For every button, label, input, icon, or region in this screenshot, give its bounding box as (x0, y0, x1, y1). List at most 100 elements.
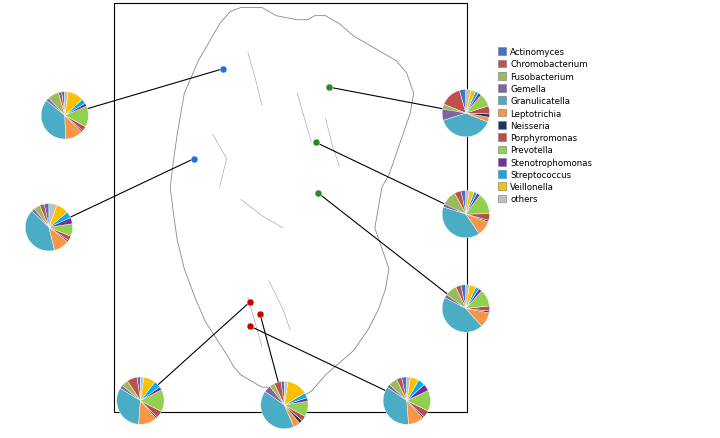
Wedge shape (65, 116, 81, 140)
Wedge shape (49, 224, 73, 237)
Wedge shape (274, 382, 284, 405)
Wedge shape (65, 107, 89, 127)
Legend: Actinomyces, Chromobacterium, Fusobacterium, Gemella, Granulicatella, Leptotrich: Actinomyces, Chromobacterium, Fusobacter… (498, 48, 593, 204)
Wedge shape (446, 287, 466, 309)
Wedge shape (140, 401, 158, 418)
Wedge shape (407, 401, 423, 424)
Wedge shape (442, 298, 482, 332)
Wedge shape (444, 114, 488, 138)
Wedge shape (466, 191, 469, 215)
Wedge shape (442, 110, 466, 121)
Wedge shape (454, 191, 466, 215)
Wedge shape (407, 380, 424, 401)
Wedge shape (49, 205, 67, 228)
Wedge shape (442, 208, 480, 238)
Wedge shape (407, 401, 424, 418)
Wedge shape (49, 228, 68, 251)
Wedge shape (140, 387, 161, 401)
Wedge shape (407, 391, 431, 411)
Wedge shape (466, 306, 490, 311)
Wedge shape (281, 381, 284, 405)
Wedge shape (25, 212, 55, 251)
Wedge shape (466, 92, 478, 114)
Wedge shape (127, 378, 140, 401)
Wedge shape (466, 289, 482, 309)
Wedge shape (466, 286, 476, 309)
Wedge shape (466, 192, 477, 215)
Wedge shape (466, 191, 474, 215)
Wedge shape (466, 96, 488, 114)
Wedge shape (466, 285, 469, 309)
Wedge shape (443, 105, 466, 114)
Wedge shape (466, 215, 489, 223)
Wedge shape (407, 377, 410, 401)
Wedge shape (140, 377, 144, 401)
Wedge shape (466, 309, 490, 313)
Wedge shape (139, 401, 156, 424)
Wedge shape (41, 101, 66, 140)
Wedge shape (140, 401, 161, 417)
Wedge shape (466, 214, 490, 221)
Wedge shape (49, 228, 68, 242)
Wedge shape (122, 381, 140, 401)
Wedge shape (58, 93, 65, 116)
Polygon shape (170, 8, 413, 396)
Wedge shape (32, 209, 49, 228)
Wedge shape (65, 100, 85, 116)
Wedge shape (466, 291, 490, 309)
Wedge shape (46, 99, 65, 116)
Wedge shape (445, 295, 466, 309)
Wedge shape (284, 382, 305, 405)
Wedge shape (284, 381, 288, 405)
Wedge shape (49, 228, 71, 241)
Wedge shape (284, 405, 300, 427)
Wedge shape (407, 401, 428, 417)
Wedge shape (466, 106, 490, 115)
Wedge shape (65, 104, 86, 116)
Wedge shape (117, 389, 140, 424)
Wedge shape (466, 215, 488, 234)
Wedge shape (40, 205, 49, 228)
Wedge shape (407, 385, 428, 401)
Wedge shape (49, 218, 73, 228)
Wedge shape (120, 385, 140, 401)
Wedge shape (140, 378, 155, 401)
Wedge shape (284, 405, 305, 421)
Wedge shape (284, 401, 308, 417)
Wedge shape (459, 90, 466, 114)
Wedge shape (65, 116, 83, 133)
Wedge shape (284, 405, 302, 423)
Wedge shape (390, 379, 407, 401)
Wedge shape (387, 385, 407, 401)
Wedge shape (137, 377, 140, 401)
Wedge shape (466, 114, 490, 118)
Wedge shape (49, 204, 57, 228)
Wedge shape (383, 388, 408, 424)
Wedge shape (466, 196, 490, 215)
Wedge shape (444, 194, 466, 215)
Wedge shape (284, 393, 307, 405)
Wedge shape (466, 309, 489, 326)
Wedge shape (44, 204, 49, 228)
Wedge shape (265, 387, 284, 405)
Wedge shape (65, 92, 68, 116)
Wedge shape (140, 390, 164, 412)
Wedge shape (461, 191, 466, 215)
Wedge shape (461, 285, 466, 309)
Wedge shape (466, 91, 475, 114)
Wedge shape (48, 93, 65, 116)
Wedge shape (61, 92, 65, 116)
Wedge shape (34, 206, 49, 228)
Wedge shape (397, 378, 407, 401)
Wedge shape (456, 286, 466, 309)
Bar (114, 4, 467, 412)
Wedge shape (466, 90, 471, 114)
Wedge shape (466, 114, 489, 123)
Wedge shape (261, 392, 294, 429)
Wedge shape (65, 93, 82, 116)
Wedge shape (140, 382, 160, 401)
Wedge shape (49, 213, 71, 228)
Wedge shape (407, 378, 418, 401)
Wedge shape (270, 384, 284, 405)
Wedge shape (466, 94, 481, 114)
